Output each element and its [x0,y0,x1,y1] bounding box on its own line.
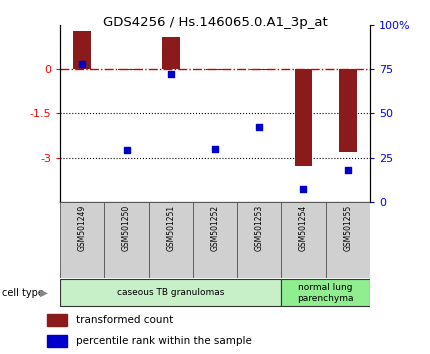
FancyBboxPatch shape [281,279,370,307]
Text: cell type: cell type [2,288,44,298]
Text: GSM501251: GSM501251 [166,205,175,251]
Bar [162,36,180,69]
FancyBboxPatch shape [281,202,326,278]
FancyBboxPatch shape [60,279,281,307]
Text: GSM501253: GSM501253 [255,205,264,251]
Point [123,148,130,153]
Bar [46,335,67,347]
FancyBboxPatch shape [237,202,281,278]
Text: caseous TB granulomas: caseous TB granulomas [117,289,224,297]
Bar [118,69,135,70]
Text: ▶: ▶ [40,288,48,298]
Text: percentile rank within the sample: percentile rank within the sample [76,336,252,346]
Text: transformed count: transformed count [76,315,173,325]
Bar [206,69,224,70]
Text: GSM501250: GSM501250 [122,205,131,251]
Text: GDS4256 / Hs.146065.0.A1_3p_at: GDS4256 / Hs.146065.0.A1_3p_at [103,16,327,29]
Point [344,167,351,173]
FancyBboxPatch shape [326,202,370,278]
Bar [74,31,91,69]
Point [167,72,174,77]
Text: GSM501254: GSM501254 [299,205,308,251]
Point [79,61,86,67]
Point [212,146,218,152]
Bar [339,69,356,152]
Text: GSM501252: GSM501252 [211,205,219,251]
FancyBboxPatch shape [149,202,193,278]
Text: GSM501255: GSM501255 [343,205,352,251]
Point [256,125,263,130]
FancyBboxPatch shape [104,202,149,278]
Point [300,187,307,192]
Text: GSM501249: GSM501249 [78,205,87,251]
Bar [46,314,67,326]
Bar [295,69,312,166]
Bar [250,69,268,70]
FancyBboxPatch shape [193,202,237,278]
Text: normal lung
parenchyma: normal lung parenchyma [297,283,354,303]
FancyBboxPatch shape [60,202,104,278]
